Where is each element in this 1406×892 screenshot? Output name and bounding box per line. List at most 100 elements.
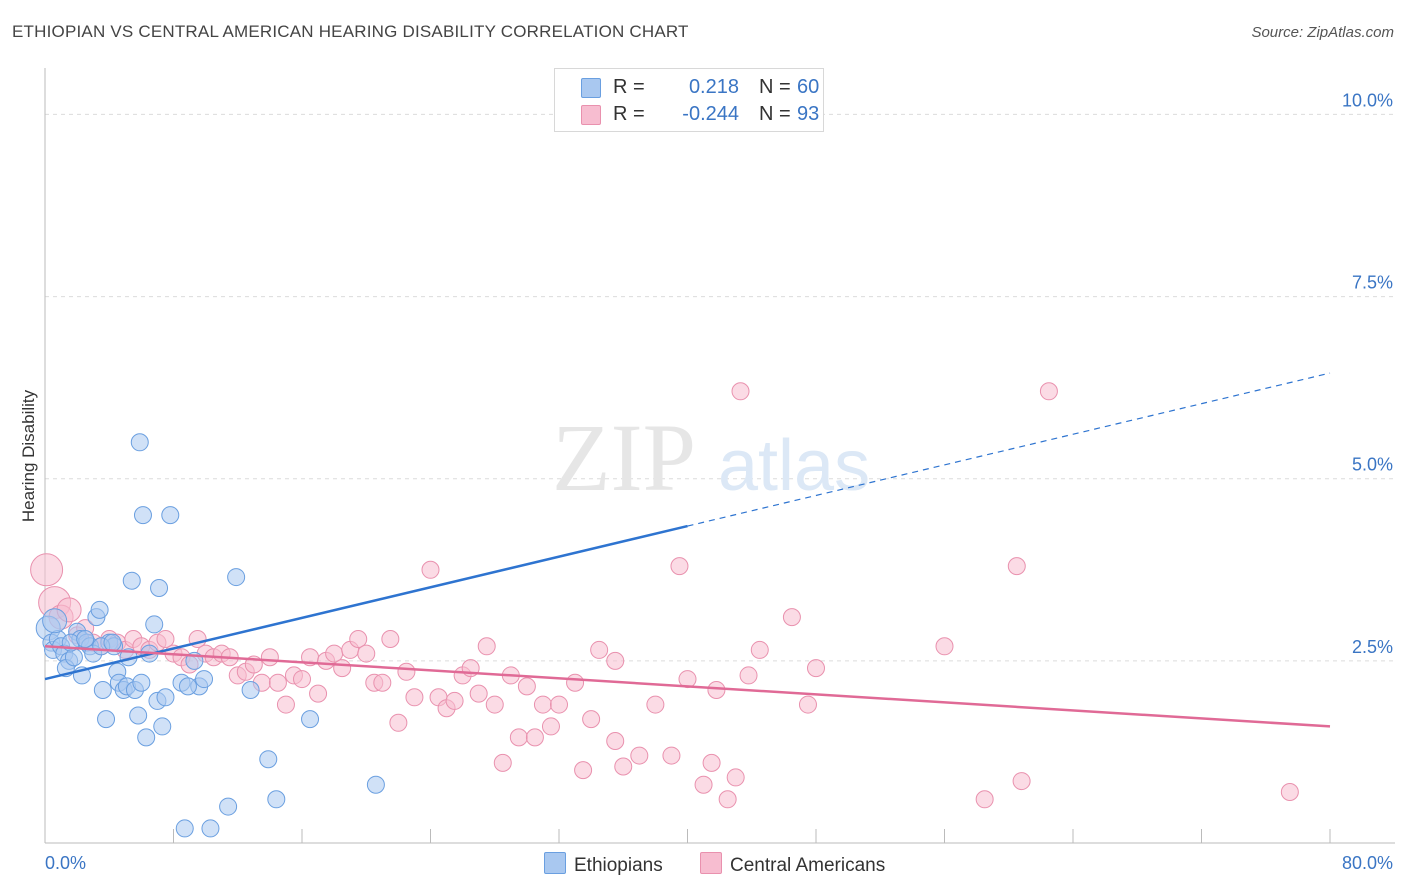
y-tick-label: 2.5% xyxy=(1352,637,1393,657)
central-american-point xyxy=(582,710,601,729)
legend-r-label: R = xyxy=(613,76,645,98)
central-american-point xyxy=(381,630,400,648)
y-tick-label: 7.5% xyxy=(1352,273,1393,293)
central-american-point xyxy=(469,684,488,703)
ethiopian-point xyxy=(76,630,95,648)
central-american-point xyxy=(1280,783,1299,801)
watermark-atlas: atlas xyxy=(718,426,870,506)
ethiopian-point xyxy=(97,710,116,729)
legend-swatch-pink xyxy=(581,105,601,125)
trend-layer xyxy=(44,372,1331,728)
bottom-legend-swatch-pink xyxy=(700,852,722,874)
tick-labels: 2.5% 5.0% 7.5% 10.0% 0.0% 80.0% xyxy=(45,90,1393,873)
ethiopian-point xyxy=(103,633,122,652)
ethiopian-point xyxy=(130,433,149,452)
ethiopian-point xyxy=(201,819,220,838)
central-american-point xyxy=(1007,557,1026,576)
x-tick-label: 80.0% xyxy=(1342,853,1393,873)
central-american-point xyxy=(739,666,758,685)
central-american-trend-line xyxy=(44,645,1331,728)
central-american-point xyxy=(574,761,593,780)
ethiopian-point xyxy=(366,775,385,794)
legend-n-value: 60 xyxy=(797,76,820,98)
central-american-point xyxy=(606,732,625,750)
central-american-point xyxy=(670,557,689,576)
bottom-legend-label: Ethiopians xyxy=(574,855,663,876)
central-american-point xyxy=(509,728,528,747)
central-american-point xyxy=(260,648,279,667)
central-american-point xyxy=(550,695,568,714)
central-american-point xyxy=(156,630,175,648)
central-american-point xyxy=(276,695,295,714)
series-ethiopians xyxy=(35,112,593,838)
central-american-point xyxy=(935,637,954,656)
central-american-point xyxy=(1012,772,1031,791)
legend-r-label: R = xyxy=(613,103,645,125)
central-american-point xyxy=(707,681,726,699)
central-american-point xyxy=(718,790,737,809)
ethiopian-point xyxy=(175,819,194,838)
central-american-point xyxy=(30,553,64,587)
legend-n-label: N = xyxy=(759,76,791,98)
ethiopian-point xyxy=(42,608,68,634)
central-american-point xyxy=(517,677,536,696)
y-tick-label: 10.0% xyxy=(1342,90,1393,110)
ethiopian-trend-extension xyxy=(687,372,1331,527)
central-american-point xyxy=(268,673,287,692)
central-american-point xyxy=(333,659,352,678)
central-american-point xyxy=(389,713,408,732)
watermark-zip: ZIP xyxy=(552,404,696,511)
central-american-point xyxy=(525,728,544,747)
ethiopian-point xyxy=(90,600,109,619)
central-american-point xyxy=(694,775,713,794)
ethiopian-point xyxy=(153,717,172,736)
ethiopian-point xyxy=(150,579,169,597)
ethiopian-point xyxy=(195,670,214,689)
central-american-point xyxy=(731,382,750,401)
ethiopian-point xyxy=(161,506,180,525)
central-american-point xyxy=(349,630,368,648)
central-american-point xyxy=(405,688,424,707)
central-american-point xyxy=(782,608,801,627)
ethiopian-point xyxy=(227,568,246,587)
central-american-point xyxy=(309,684,328,703)
central-american-point xyxy=(485,695,504,714)
legend-swatch-blue xyxy=(581,78,601,98)
ethiopian-point xyxy=(178,677,197,696)
ethiopian-point xyxy=(145,615,164,634)
central-american-point xyxy=(566,673,585,692)
y-tick-label: 5.0% xyxy=(1352,455,1393,475)
central-american-point xyxy=(606,651,625,670)
stats-legend: R = 0.218 N = 60 R = -0.244 N = 93 xyxy=(554,68,824,132)
ethiopian-point xyxy=(301,710,320,729)
bottom-legend-ethiopians[interactable]: Ethiopians xyxy=(544,852,663,877)
ethiopian-point xyxy=(132,673,151,692)
bottom-legend-central-americans[interactable]: Central Americans xyxy=(700,852,885,877)
central-american-point xyxy=(397,662,416,681)
central-american-point xyxy=(445,691,464,710)
bottom-legend-label: Central Americans xyxy=(730,855,886,876)
central-american-point xyxy=(373,673,392,692)
central-american-point xyxy=(493,753,512,772)
y-axis-label: Hearing Disability xyxy=(19,389,38,522)
central-american-point xyxy=(590,640,609,659)
ethiopian-point xyxy=(137,728,156,747)
central-american-point xyxy=(662,746,681,765)
axis-layer xyxy=(44,68,1395,844)
central-american-point xyxy=(477,637,496,656)
ethiopian-point xyxy=(122,571,141,590)
central-american-point xyxy=(630,746,649,765)
bottom-legend-swatch-blue xyxy=(544,852,566,874)
legend-r-value: -0.244 xyxy=(682,103,739,125)
ethiopian-point xyxy=(133,506,152,525)
grid-layer xyxy=(45,113,1395,662)
legend-n-value: 93 xyxy=(797,103,820,125)
central-american-point xyxy=(646,695,665,714)
ethiopian-point xyxy=(241,681,260,699)
ethiopian-point xyxy=(64,648,83,667)
central-american-point xyxy=(798,695,817,714)
central-american-point xyxy=(533,695,552,714)
legend-n-label: N = xyxy=(759,103,791,125)
central-american-point xyxy=(357,644,376,663)
